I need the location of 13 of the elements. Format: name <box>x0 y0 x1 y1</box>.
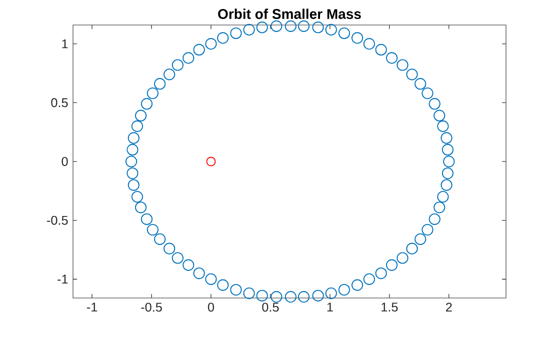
x-tick-label: 2 <box>446 302 452 312</box>
y-tick-label: 0 <box>62 157 68 166</box>
y-tick-label: -1 <box>58 274 68 284</box>
y-tick-label: 0.5 <box>51 98 68 108</box>
y-tick-label: 1 <box>62 39 68 48</box>
chart-title: Orbit of Smaller Mass <box>218 8 361 19</box>
y-tick-label: -0.5 <box>47 216 68 225</box>
x-tick-label: 0.5 <box>262 302 279 312</box>
x-tick-label: -1 <box>86 302 98 312</box>
x-tick-label: 1.5 <box>382 302 398 312</box>
x-tick-label: 1 <box>327 302 333 312</box>
x-tick-label: -0.5 <box>141 302 162 312</box>
x-tick-label: 0 <box>208 302 214 312</box>
